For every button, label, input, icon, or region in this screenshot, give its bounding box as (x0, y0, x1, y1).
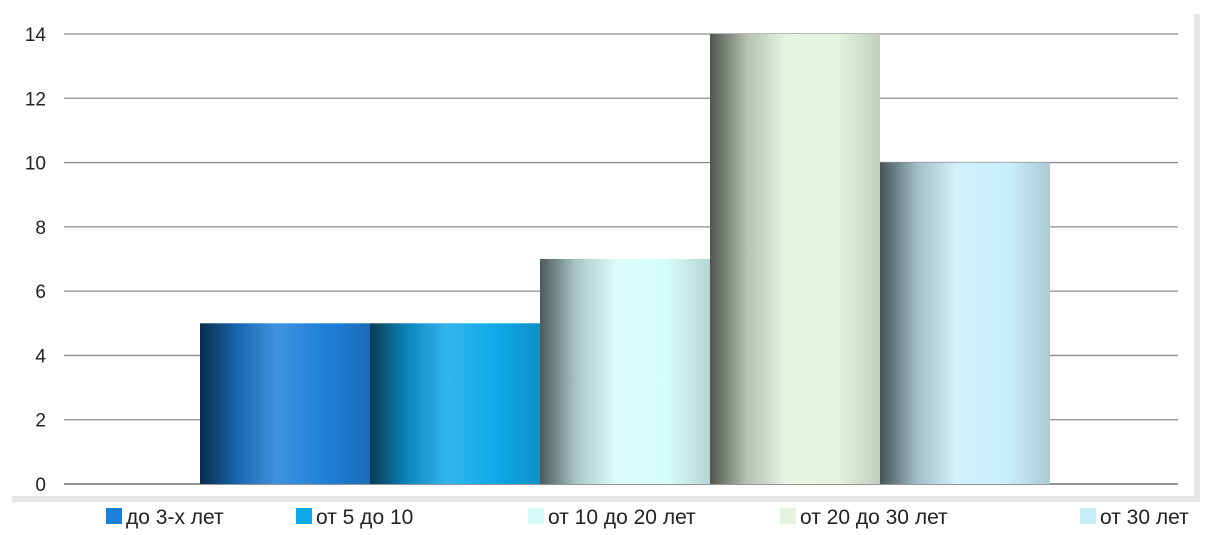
y-tick-label: 0 (35, 475, 46, 496)
bar-2 (370, 323, 540, 484)
legend-label: от 5 до 10 (316, 506, 413, 529)
legend-label: от 30 лет (1100, 506, 1189, 529)
y-tick-label: 4 (35, 346, 46, 367)
y-tick-label: 6 (35, 282, 46, 303)
y-tick-label: 10 (25, 154, 46, 175)
bar-5 (880, 162, 1050, 485)
bar-1 (200, 323, 370, 484)
y-axis: 0 2 4 6 8 10 12 14 (25, 25, 47, 496)
y-tick-label: 8 (35, 218, 46, 239)
legend-swatch (106, 508, 122, 524)
legend: до 3-х лет от 5 до 10 от 10 до 20 лет от 20… (106, 506, 1189, 529)
bars (200, 34, 1050, 485)
legend-label: до 3-х лет (126, 506, 224, 529)
bar-4 (710, 34, 880, 484)
legend-label: от 20 до 30 лет (800, 506, 948, 529)
bar-3 (540, 259, 710, 484)
legend-swatch (1080, 508, 1096, 524)
y-tick-label: 12 (25, 89, 46, 110)
y-tick-label: 2 (35, 411, 46, 432)
legend-swatch (296, 508, 312, 524)
legend-swatch (780, 508, 796, 524)
legend-label: от 10 до 20 лет (548, 506, 696, 529)
y-tick-label: 14 (25, 25, 47, 46)
legend-swatch (528, 508, 544, 524)
